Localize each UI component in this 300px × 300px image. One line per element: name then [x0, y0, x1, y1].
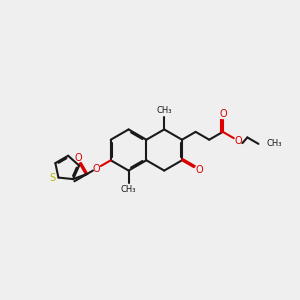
Text: O: O: [74, 152, 82, 163]
Text: CH₃: CH₃: [157, 106, 172, 115]
Text: S: S: [49, 172, 55, 183]
Text: O: O: [235, 136, 242, 146]
Text: CH₃: CH₃: [266, 140, 282, 148]
Text: O: O: [219, 109, 227, 118]
Text: O: O: [196, 165, 203, 175]
Text: CH₃: CH₃: [121, 185, 136, 194]
Text: O: O: [93, 164, 100, 174]
